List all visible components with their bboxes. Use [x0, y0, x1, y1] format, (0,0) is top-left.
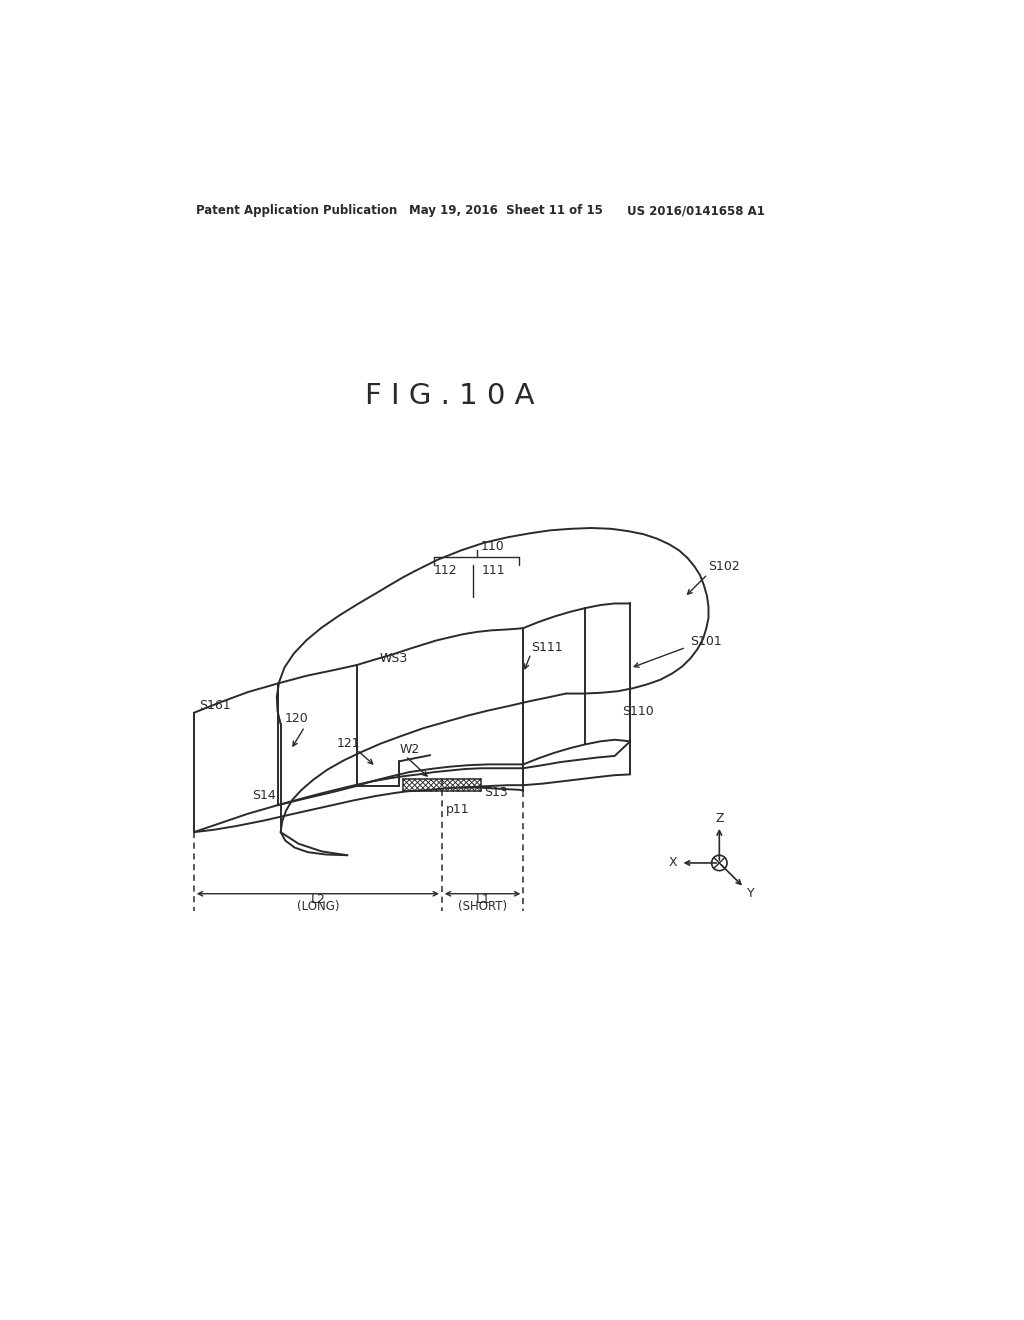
Text: L2: L2 [310, 892, 326, 906]
Text: p11: p11 [445, 803, 469, 816]
Text: 110: 110 [480, 540, 505, 553]
Text: (SHORT): (SHORT) [459, 900, 508, 913]
Text: S161: S161 [200, 698, 231, 711]
Text: 120: 120 [285, 713, 309, 726]
Text: S102: S102 [708, 560, 739, 573]
Text: S101: S101 [690, 635, 722, 648]
Text: L1: L1 [475, 892, 490, 906]
Text: S14: S14 [252, 789, 275, 803]
Text: F I G . 1 0 A: F I G . 1 0 A [365, 381, 535, 409]
Text: US 2016/0141658 A1: US 2016/0141658 A1 [627, 205, 765, 218]
Text: Z: Z [715, 812, 724, 825]
Text: S110: S110 [623, 705, 654, 718]
Text: S13: S13 [484, 787, 508, 800]
Text: Patent Application Publication: Patent Application Publication [197, 205, 397, 218]
Text: X: X [669, 857, 677, 870]
Text: WS3: WS3 [380, 652, 409, 665]
Text: W2: W2 [399, 743, 420, 756]
Text: 112: 112 [434, 564, 458, 577]
Text: May 19, 2016  Sheet 11 of 15: May 19, 2016 Sheet 11 of 15 [410, 205, 603, 218]
Text: S111: S111 [531, 640, 562, 653]
Text: 111: 111 [482, 564, 506, 577]
Text: (LONG): (LONG) [297, 900, 339, 913]
Text: 121: 121 [337, 737, 360, 750]
Text: Y: Y [746, 887, 754, 900]
